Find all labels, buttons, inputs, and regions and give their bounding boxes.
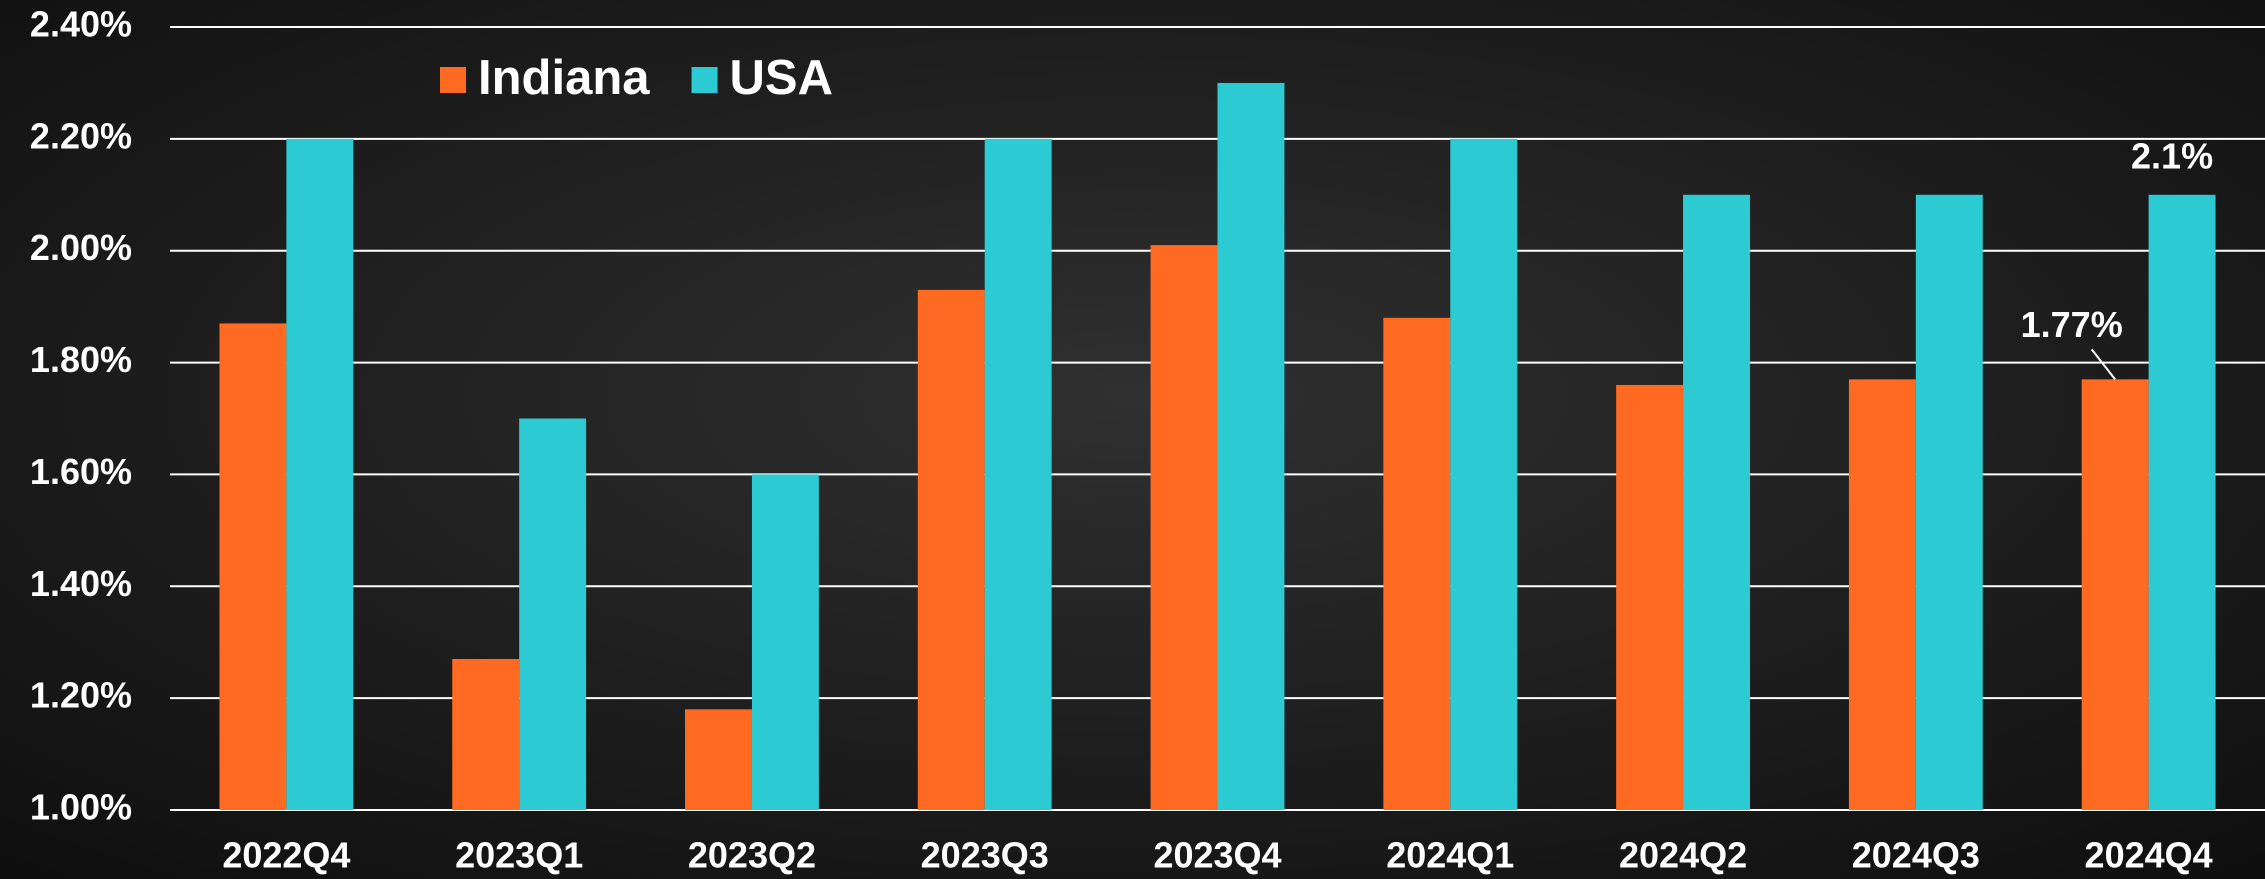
data-label: 1.77%	[2021, 304, 2123, 345]
y-tick-label: 1.60%	[30, 451, 132, 492]
x-tick-label: 2023Q2	[688, 835, 816, 876]
x-tick-label: 2024Q2	[1619, 835, 1747, 876]
bar	[1616, 384, 1684, 810]
bar	[1848, 379, 1916, 810]
bar	[751, 474, 819, 810]
bar	[219, 323, 287, 810]
leader-line	[2090, 348, 2116, 380]
x-tick-label: 2024Q3	[1852, 835, 1980, 876]
bar	[2148, 194, 2216, 811]
bar	[1150, 245, 1218, 810]
bar	[1915, 194, 1983, 811]
x-tick-label: 2023Q4	[1153, 835, 1281, 876]
y-tick-label: 1.40%	[30, 563, 132, 604]
y-tick-label: 1.80%	[30, 339, 132, 380]
y-tick-label: 2.40%	[30, 4, 132, 45]
bar	[1683, 194, 1750, 811]
bar	[1217, 82, 1285, 810]
bar	[286, 138, 354, 810]
bar	[2081, 379, 2149, 810]
legend-label: USA	[730, 51, 833, 105]
legend-swatch	[691, 67, 718, 93]
y-tick-label: 2.20%	[30, 115, 132, 156]
y-tick-label: 1.00%	[30, 787, 132, 828]
legend-swatch	[440, 67, 466, 93]
bar	[685, 709, 752, 810]
bar	[452, 658, 520, 810]
x-tick-label: 2022Q4	[222, 835, 350, 876]
data-label: 2.1%	[2131, 135, 2213, 176]
bar	[1450, 138, 1518, 810]
y-tick-label: 2.00%	[30, 227, 132, 268]
bar	[917, 289, 985, 811]
bar	[519, 418, 587, 810]
bar	[984, 138, 1052, 810]
bar	[1383, 317, 1451, 810]
x-tick-label: 2024Q1	[1386, 835, 1514, 876]
x-tick-label: 2024Q4	[2085, 835, 2213, 876]
x-tick-label: 2023Q1	[455, 835, 583, 876]
y-tick-label: 1.20%	[30, 675, 132, 716]
legend-label: Indiana	[478, 51, 650, 105]
x-tick-label: 2023Q3	[921, 835, 1049, 876]
